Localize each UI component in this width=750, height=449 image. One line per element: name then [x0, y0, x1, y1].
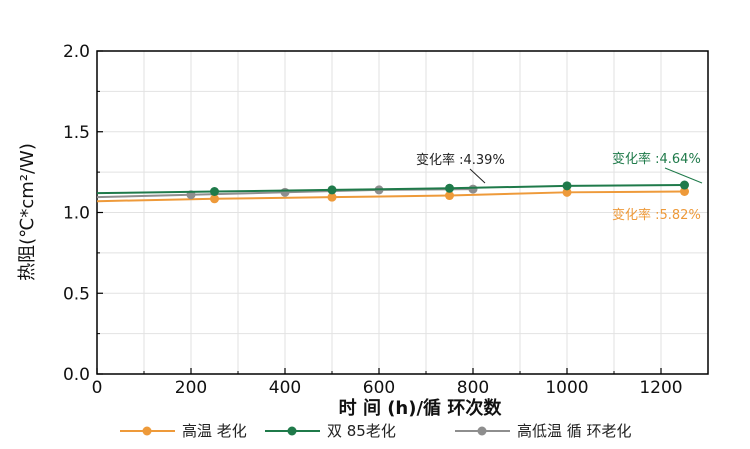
x-tick-label: 600: [363, 378, 395, 398]
data-point: [210, 187, 219, 197]
annotation-arrow-damp-heat: [664, 167, 703, 184]
data-point: [562, 187, 572, 197]
series-line: [96, 190, 685, 203]
legend-swatch-marker: [142, 426, 152, 436]
legend-label: 双 85老化: [327, 422, 396, 440]
x-tick-label: 1000: [545, 378, 588, 398]
annotation-damp-heat: 变化率 :4.64%: [612, 151, 701, 167]
data-point: [445, 183, 454, 193]
data-point: [280, 187, 290, 197]
data-point: [680, 180, 689, 190]
annotation-arrow-thermal-cycling: [469, 168, 486, 184]
x-tick-label: 1200: [639, 378, 682, 398]
y-tick-label: 2.0: [63, 42, 90, 62]
series-layer: [96, 180, 689, 204]
data-point: [562, 181, 572, 191]
y-tick-label: 0.0: [63, 365, 90, 385]
data-point: [210, 194, 219, 204]
x-axis-title: 时 间 (h)/循 环次数: [339, 397, 503, 419]
annotation-high-temp: 变化率 :5.82%: [612, 207, 701, 223]
x-tick-label: 400: [269, 378, 301, 398]
data-point: [327, 185, 337, 195]
legend-label: 高低温 循 环老化: [517, 422, 632, 440]
x-tick-label: 200: [175, 378, 207, 398]
y-tick-label: 0.5: [63, 284, 90, 304]
data-point: [327, 192, 337, 202]
grid: [97, 51, 708, 374]
legend-label: 高温 老化: [182, 422, 247, 440]
data-point: [680, 187, 689, 197]
series-line: [96, 184, 685, 195]
x-tick-label: 800: [457, 378, 489, 398]
data-point: [468, 184, 478, 194]
data-point: [445, 191, 454, 201]
y-tick-label: 1.0: [63, 204, 90, 224]
axis-ticks: 0 200 400 600 800 1000 1200 0.0 0.5 1.0 1.5 2.0: [63, 42, 683, 398]
annotation-thermal-cycling: 变化率 :4.39%: [416, 152, 505, 168]
y-axis-title: 热阻(℃*cm²/W): [17, 143, 38, 281]
legend-swatch-marker: [287, 426, 297, 436]
x-tick-label: 0: [92, 378, 103, 398]
legend-swatch-marker: [477, 426, 487, 436]
y-tick-label: 1.5: [63, 123, 90, 143]
legend: 高温 老化 双 85老化 高低温 循 环老化: [120, 422, 632, 440]
